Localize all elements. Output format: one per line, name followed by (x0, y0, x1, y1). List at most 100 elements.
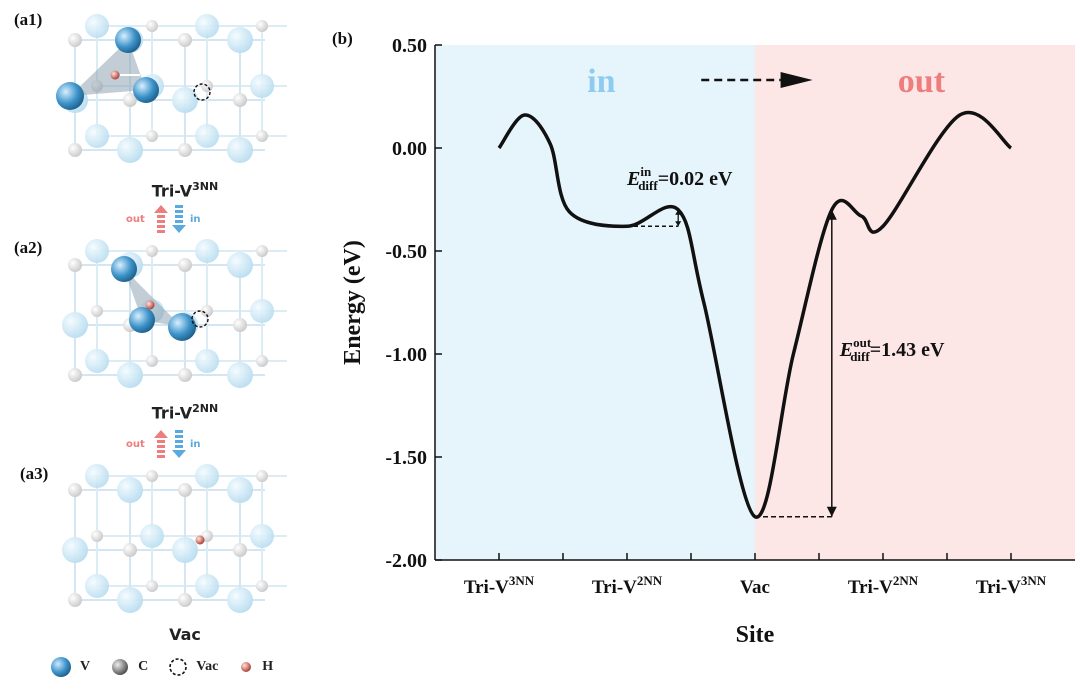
light-v-atom (85, 349, 109, 373)
c-atom (256, 355, 268, 367)
y-tick-label: -2.00 (385, 550, 427, 572)
light-v-atom (85, 574, 109, 598)
out-arrow-icon (154, 205, 168, 238)
in-arrow-icon (172, 430, 186, 463)
in-barrier-label: Ein diff=0.02 eV (626, 164, 733, 193)
structure-label-tri-v2nn: Tri-V2NN (151, 402, 219, 423)
panel-label-b: (b) (332, 29, 353, 48)
light-v-atom (227, 27, 253, 53)
structure-label-tri-v3nn: Tri-V3NN (151, 180, 219, 201)
c-atom (146, 245, 158, 257)
y-tick-label: 0.00 (392, 138, 427, 160)
vanadium-atom (133, 77, 159, 103)
transition-arrows-1: out in (126, 205, 201, 238)
in-region (435, 45, 755, 560)
light-v-atom (195, 14, 219, 38)
x-tick-label: Tri-V2NN (592, 573, 663, 598)
c-atom (146, 130, 158, 142)
c-atom (68, 143, 82, 157)
light-v-atom (227, 137, 253, 163)
y-tick-label: 0.50 (392, 35, 427, 57)
light-v-atom (227, 477, 253, 503)
legend-label-v: V (80, 659, 91, 674)
hydrogen-atom (145, 300, 155, 310)
out-label: out (126, 214, 145, 225)
legend-item-c: C (110, 657, 148, 677)
vanadium-triangle (124, 269, 182, 327)
light-v-atom (227, 362, 253, 388)
vanadium-atom (129, 307, 155, 333)
c-atom (233, 318, 247, 332)
vanadium-atom (115, 27, 141, 53)
legend-label-c: C (138, 659, 149, 674)
structure-tri-v2nn (62, 239, 287, 388)
crystal-structures (56, 14, 287, 613)
c-atom (68, 483, 82, 497)
hydrogen-atom (110, 70, 120, 80)
out-label: out (126, 439, 145, 450)
x-tick-label: Tri-V3NN (464, 573, 535, 598)
light-v-atom (117, 587, 143, 613)
energy-chart: (b) in out Ein diff=0.02 eV Eout diff=1.43 e… (320, 0, 1080, 688)
direction-arrow-head (780, 72, 813, 88)
c-atom (178, 143, 192, 157)
light-v-atom (117, 362, 143, 388)
panel-label-a1: (a1) (14, 10, 43, 29)
c-atom (256, 130, 268, 142)
c-atom (68, 258, 82, 272)
c-atom (146, 355, 158, 367)
light-v-atom (117, 477, 143, 503)
c-atom (256, 245, 268, 257)
x-tick-label: Tri-V2NN (848, 573, 919, 598)
c-atom (256, 20, 268, 32)
light-v-atom (172, 537, 198, 563)
hydrogen-atom-icon (241, 662, 252, 672)
y-axis-label: Energy (eV) (340, 240, 366, 365)
legend-label-vac: Vac (196, 659, 219, 674)
light-v-atom (195, 464, 219, 488)
c-atom (123, 93, 137, 107)
in-arrow-icon (172, 205, 186, 238)
legend-item-vac: Vac (168, 657, 218, 677)
energy-chart-svg: (b) in out Ein diff=0.02 eV Eout diff=1.43 e… (332, 29, 1075, 648)
in-label: in (190, 439, 201, 450)
out-region-label: out (898, 63, 946, 100)
structure-tri-v3nn (56, 14, 287, 163)
vanadium-triangle (70, 40, 146, 96)
c-atom (68, 33, 82, 47)
c-atom (233, 93, 247, 107)
structure-label-vac: Vac (169, 625, 201, 644)
c-atom (68, 368, 82, 382)
vanadium-atom (56, 82, 84, 110)
c-atom (91, 530, 103, 542)
light-v-atom (62, 537, 88, 563)
vanadium-atom (111, 256, 137, 282)
legend-label-h: H (262, 659, 274, 674)
structure-vac (62, 464, 287, 613)
c-atom (146, 470, 158, 482)
light-v-atom (140, 524, 164, 548)
carbon-atom-icon (112, 659, 129, 675)
light-v-atom (250, 524, 274, 548)
vacancy-icon (169, 658, 188, 676)
out-region (755, 45, 1075, 560)
legend-item-h: H (238, 659, 273, 675)
structures-panel: (a1) (a2) (a3) Tri-V3NN Tri-V2NN Vac out… (0, 0, 320, 688)
c-atom (68, 593, 82, 607)
c-atom (178, 258, 192, 272)
c-atom (146, 20, 158, 32)
vacancy-marker (191, 310, 209, 328)
light-v-atom (250, 299, 274, 323)
light-v-atom (195, 124, 219, 148)
light-v-atom (250, 74, 274, 98)
y-tick-label: -1.00 (385, 344, 427, 366)
x-tick-label: Tri-V3NN (976, 573, 1047, 598)
panel-label-a2: (a2) (14, 238, 43, 257)
c-atom (178, 33, 192, 47)
vanadium-atom-icon (51, 657, 71, 677)
c-atom (256, 580, 268, 592)
hydrogen-atom (195, 535, 205, 545)
c-atom (201, 305, 213, 317)
vacancy-marker (193, 83, 211, 101)
light-v-atom (85, 464, 109, 488)
